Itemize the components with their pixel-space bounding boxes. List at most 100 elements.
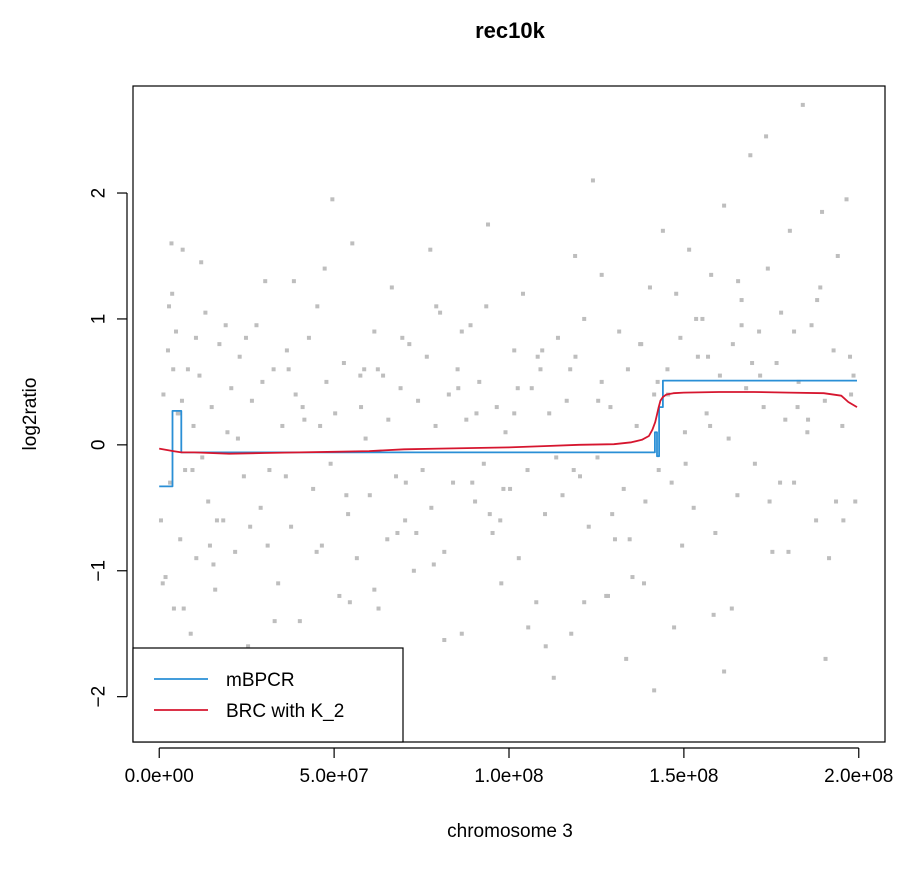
- data-point: [486, 222, 491, 227]
- data-point: [547, 411, 552, 416]
- data-point: [806, 417, 811, 422]
- data-point: [814, 518, 819, 523]
- data-point: [237, 354, 242, 359]
- data-point: [498, 518, 503, 523]
- data-point: [165, 348, 170, 353]
- data-point: [386, 417, 391, 422]
- data-point: [414, 530, 419, 535]
- data-point: [174, 329, 179, 334]
- data-point: [171, 606, 176, 611]
- series-line-brc-with-k-2: [159, 391, 858, 455]
- data-point: [267, 468, 272, 473]
- data-point: [300, 405, 305, 410]
- data-point: [643, 499, 648, 504]
- plot-frame: [132, 85, 886, 743]
- data-point: [736, 279, 741, 284]
- data-point: [660, 228, 665, 233]
- data-point: [163, 575, 168, 580]
- data-point: [200, 455, 205, 460]
- data-point: [708, 423, 713, 428]
- data-point: [516, 556, 521, 561]
- x-tick-label: 2.0e+08: [824, 766, 893, 787]
- data-point: [442, 638, 447, 643]
- data-point: [652, 688, 657, 693]
- data-point: [783, 417, 788, 422]
- data-point: [225, 430, 230, 435]
- x-axis-label: chromosome 3: [447, 821, 573, 842]
- data-point: [752, 461, 757, 466]
- data-point: [683, 461, 688, 466]
- data-point: [508, 486, 513, 491]
- data-point: [190, 468, 195, 473]
- data-point: [459, 329, 464, 334]
- data-point: [765, 266, 770, 271]
- data-point: [571, 468, 576, 473]
- data-point: [394, 474, 399, 479]
- data-point: [451, 480, 456, 485]
- data-point: [551, 675, 556, 680]
- data-point: [674, 291, 679, 296]
- data-point: [595, 455, 600, 460]
- data-point: [188, 631, 193, 636]
- x-tick-label: 5.0e+07: [300, 766, 369, 787]
- data-point: [525, 468, 530, 473]
- scatter-points: [158, 102, 858, 693]
- data-point: [330, 197, 335, 202]
- data-point: [291, 279, 296, 284]
- data-point: [214, 518, 219, 523]
- data-point: [569, 631, 574, 636]
- data-point: [687, 247, 692, 252]
- data-point: [691, 505, 696, 510]
- data-point: [372, 329, 377, 334]
- data-point: [778, 480, 783, 485]
- data-point: [831, 348, 836, 353]
- data-point: [354, 556, 359, 561]
- data-point: [809, 323, 814, 328]
- data-point: [289, 524, 294, 529]
- data-point: [333, 411, 338, 416]
- data-point: [169, 241, 174, 246]
- data-point: [590, 178, 595, 183]
- data-point: [487, 512, 492, 517]
- data-point: [722, 669, 727, 674]
- data-point: [180, 247, 185, 252]
- data-point: [678, 335, 683, 340]
- data-point: [249, 398, 254, 403]
- data-point: [381, 373, 386, 378]
- chart-title: rec10k: [475, 18, 546, 43]
- data-point: [621, 486, 626, 491]
- data-point: [411, 568, 416, 573]
- data-point: [540, 348, 545, 353]
- data-point: [680, 543, 685, 548]
- data-point: [464, 417, 469, 422]
- data-point: [433, 423, 438, 428]
- data-point: [168, 480, 173, 485]
- data-point: [183, 468, 188, 473]
- data-point: [341, 361, 346, 366]
- data-point: [178, 537, 183, 542]
- data-point: [375, 367, 380, 372]
- data-point: [792, 329, 797, 334]
- data-point: [672, 625, 677, 630]
- data-point: [477, 379, 482, 384]
- data-point: [617, 329, 622, 334]
- legend: mBPCR BRC with K_2: [132, 647, 404, 743]
- data-point: [555, 335, 560, 340]
- data-point: [416, 398, 421, 403]
- data-point: [694, 316, 699, 321]
- data-point: [560, 493, 565, 498]
- data-point: [512, 411, 517, 416]
- data-point: [735, 493, 740, 498]
- data-point: [634, 423, 639, 428]
- data-point: [578, 474, 583, 479]
- data-point: [235, 436, 240, 441]
- data-point: [730, 342, 735, 347]
- data-point: [213, 587, 218, 592]
- data-point: [605, 593, 610, 598]
- data-point: [853, 499, 858, 504]
- data-point: [470, 480, 475, 485]
- data-point: [221, 518, 226, 523]
- data-point: [206, 499, 211, 504]
- data-point: [481, 461, 486, 466]
